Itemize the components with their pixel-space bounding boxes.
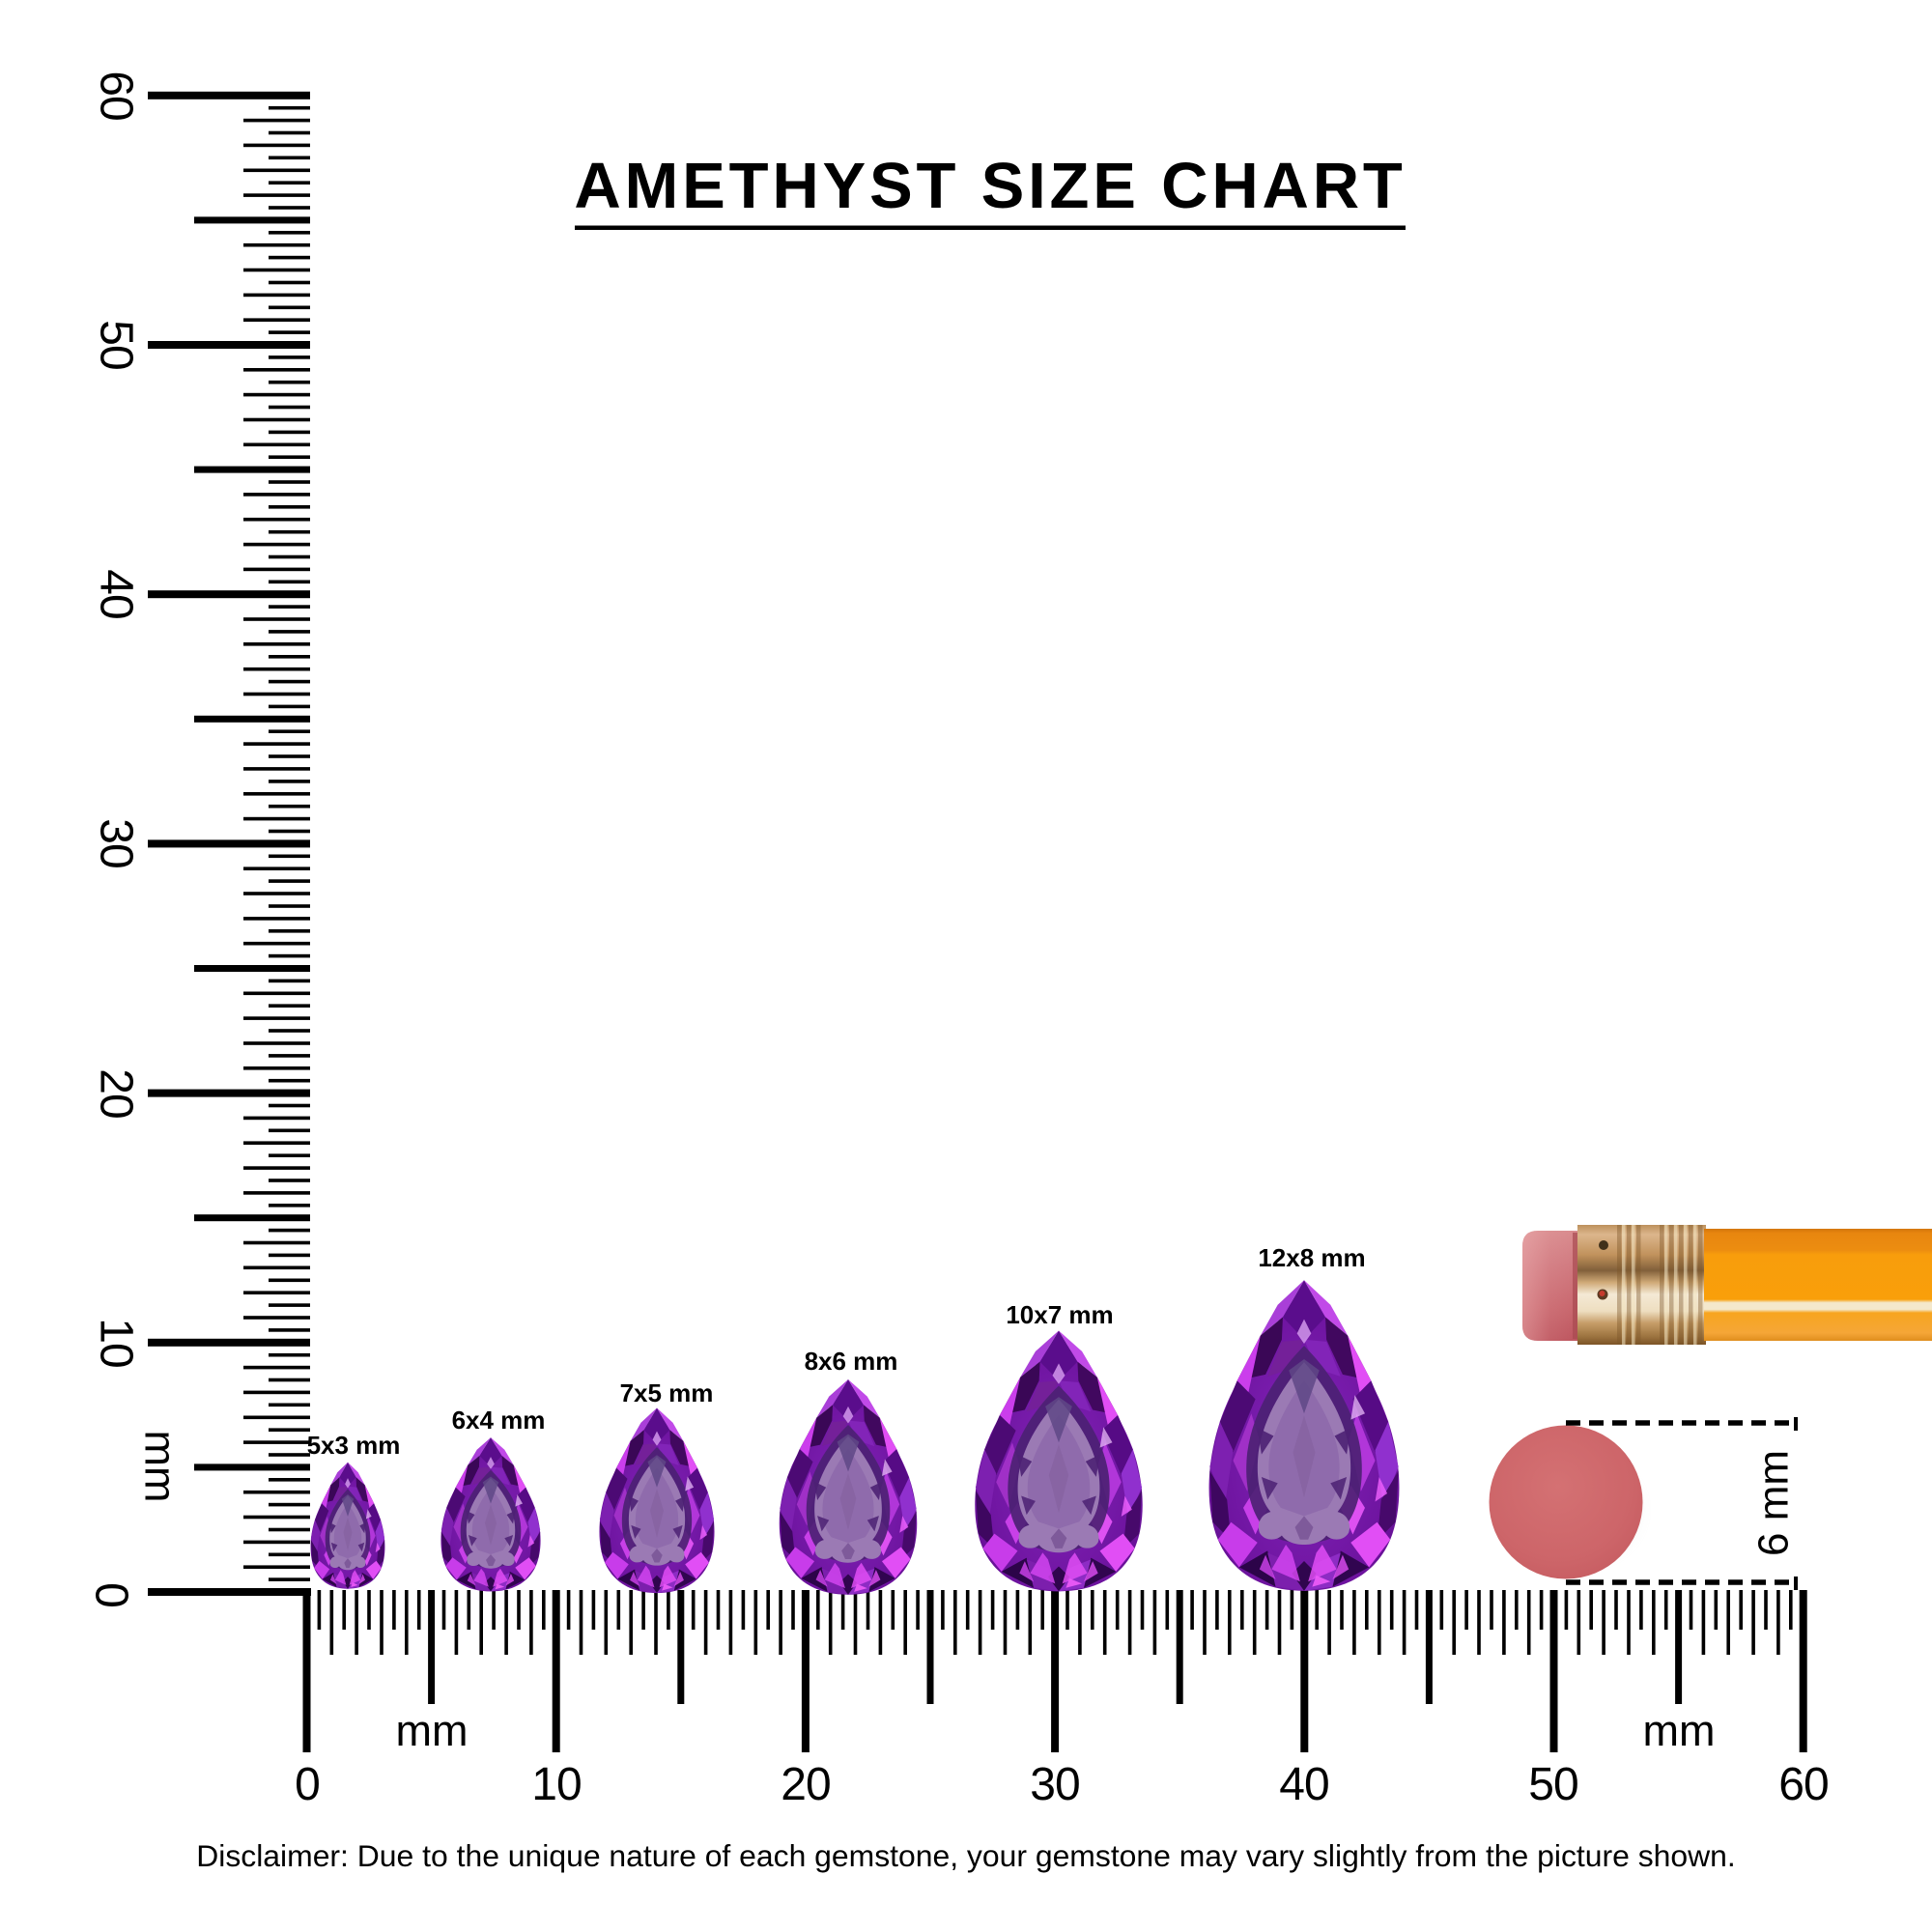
svg-text:AMETHYST SIZE CHART: AMETHYST SIZE CHART — [574, 150, 1406, 222]
svg-text:0: 0 — [86, 1582, 137, 1607]
svg-text:8x6 mm: 8x6 mm — [805, 1347, 898, 1376]
svg-text:20: 20 — [91, 1068, 142, 1118]
svg-text:mm: mm — [1643, 1706, 1716, 1755]
svg-text:20: 20 — [781, 1759, 830, 1810]
svg-text:50: 50 — [91, 320, 142, 369]
svg-text:mm: mm — [136, 1431, 185, 1503]
svg-text:50: 50 — [1528, 1759, 1577, 1810]
svg-text:10: 10 — [91, 1318, 142, 1367]
svg-text:0: 0 — [295, 1759, 320, 1810]
svg-text:60: 60 — [91, 71, 142, 120]
svg-text:10x7 mm: 10x7 mm — [1006, 1300, 1113, 1329]
svg-text:mm: mm — [396, 1706, 469, 1755]
svg-text:5x3 mm: 5x3 mm — [307, 1431, 401, 1460]
svg-text:Disclaimer: Due to the unique: Disclaimer: Due to the unique nature of … — [196, 1838, 1736, 1873]
svg-text:6 mm: 6 mm — [1750, 1450, 1798, 1556]
svg-text:6x4 mm: 6x4 mm — [452, 1406, 546, 1435]
svg-text:30: 30 — [1030, 1759, 1079, 1810]
svg-text:40: 40 — [91, 569, 142, 618]
svg-text:40: 40 — [1279, 1759, 1328, 1810]
svg-text:12x8 mm: 12x8 mm — [1258, 1243, 1365, 1272]
svg-text:7x5 mm: 7x5 mm — [620, 1378, 714, 1407]
svg-text:60: 60 — [1778, 1759, 1828, 1810]
svg-text:30: 30 — [91, 818, 142, 867]
svg-text:10: 10 — [531, 1759, 581, 1810]
